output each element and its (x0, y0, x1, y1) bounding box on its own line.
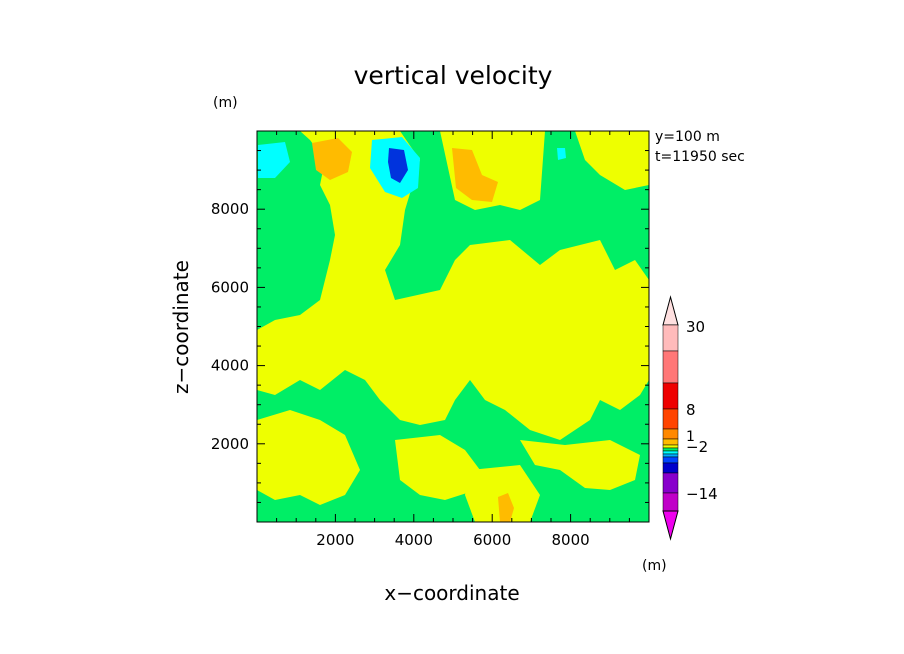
contour-region-yellow (465, 465, 540, 522)
colorbar-segment (662, 472, 679, 494)
colorbar-label: −2 (686, 438, 708, 456)
colorbar-segment (662, 444, 679, 449)
contour-region-cyan (258, 142, 290, 178)
contour-region-yellow (395, 435, 480, 500)
y-tick-label: 2000 (211, 435, 249, 453)
contour-region-yellow (257, 410, 360, 505)
colorbar-segment (662, 382, 679, 410)
x-tick-label: 2000 (316, 531, 354, 549)
x-tick-label: 4000 (395, 531, 433, 549)
contour-region-yellow (520, 440, 640, 490)
colorbar-segment (662, 453, 679, 458)
colorbar-segment (662, 456, 679, 464)
contour-region-blue (388, 148, 408, 183)
y-tick-label: 4000 (211, 357, 249, 375)
tick-marks (257, 131, 649, 522)
contour-region-yellow (257, 131, 649, 440)
x-axis-label: x−coordinate (384, 581, 519, 605)
x-tick-label: 6000 (473, 531, 511, 549)
annotation-y: y=100 m (655, 129, 720, 145)
contour-region-yellow (575, 131, 649, 190)
colorbar-label: 1 (686, 429, 695, 445)
chart-title: vertical velocity (354, 61, 553, 90)
colorbar-segment (662, 450, 679, 455)
contour-region-orange (312, 138, 352, 180)
contour-region-orange (498, 493, 514, 522)
colorbar-top-arrow (662, 295, 679, 326)
colorbar-label: 8 (686, 401, 696, 419)
colorbar-segment (662, 447, 679, 452)
annotation-t: t=11950 sec (655, 149, 745, 165)
x-unit-label: (m) (642, 558, 667, 574)
contour-field (256, 130, 650, 523)
x-tick-label: 8000 (552, 531, 590, 549)
colorbar-segment (662, 492, 679, 512)
x-axis-ticks: 2000 4000 6000 8000 (316, 531, 589, 549)
colorbar-segment (662, 438, 679, 446)
y-axis-label: z−coordinate (169, 260, 193, 394)
y-axis-ticks: 2000 4000 6000 8000 (211, 200, 249, 453)
colorbar-bottom-arrow (662, 510, 679, 541)
colorbar (662, 295, 679, 541)
colorbar-labels: 30 8 1 −2 −14 (686, 318, 718, 503)
colorbar-segment (662, 408, 679, 430)
colorbar-segment (662, 462, 679, 474)
contour-region-cyan (557, 148, 566, 160)
colorbar-segment (662, 350, 679, 384)
colorbar-label: 30 (686, 318, 705, 336)
z-unit-label: (m) (213, 95, 238, 111)
y-tick-label: 6000 (211, 278, 249, 296)
contour-region-orange (452, 148, 498, 202)
colorbar-label: −14 (686, 485, 718, 503)
colorbar-segment (662, 428, 679, 440)
colorbar-segment (662, 324, 679, 352)
y-tick-label: 8000 (211, 200, 249, 218)
